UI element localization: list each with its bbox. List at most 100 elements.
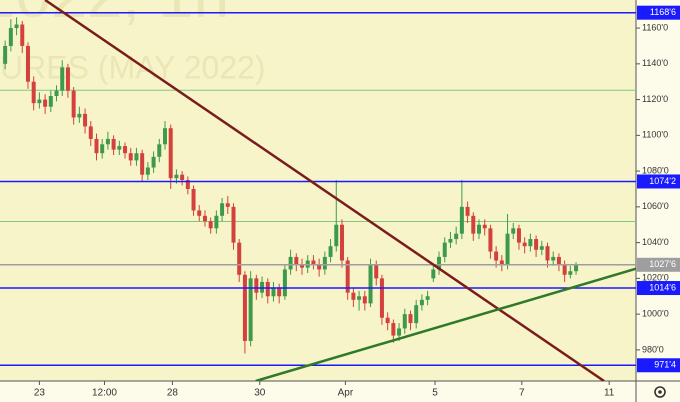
candle-body xyxy=(505,233,510,265)
candle-body xyxy=(265,281,270,297)
candle-body xyxy=(374,264,379,279)
candle-body xyxy=(454,233,459,240)
candle-body xyxy=(128,153,133,161)
plot-background xyxy=(0,0,636,381)
trend-line xyxy=(44,0,605,381)
x-tick-label: Apr xyxy=(338,388,354,399)
candle-body xyxy=(31,81,36,104)
candle-body xyxy=(482,224,487,229)
x-tick-label: 11 xyxy=(604,388,615,399)
candle-body xyxy=(225,203,230,207)
candle-body xyxy=(351,292,356,300)
y-tick-label: 1000'0 xyxy=(642,309,669,319)
candle-body xyxy=(516,228,521,243)
plot xyxy=(0,0,636,381)
candle-body xyxy=(476,224,481,234)
candle-body xyxy=(145,167,150,175)
candle-body xyxy=(379,278,384,318)
candle-body xyxy=(322,256,327,270)
candle-body xyxy=(8,28,13,46)
candle-body xyxy=(345,260,350,293)
candle-body xyxy=(60,67,65,91)
candle-body xyxy=(134,153,139,161)
candle-body xyxy=(408,314,413,324)
candle-body xyxy=(357,296,362,300)
candle-body xyxy=(311,260,316,265)
candle-body xyxy=(459,206,464,234)
candle-body xyxy=(419,299,424,306)
candle-body xyxy=(397,328,402,336)
candle-body xyxy=(180,174,185,181)
candle-body xyxy=(471,215,476,234)
y-tick-label: 980'0 xyxy=(642,344,664,354)
level-label: 1027'6 xyxy=(649,259,676,269)
y-tick-label: 1100'0 xyxy=(642,130,668,140)
x-tick-label: 7 xyxy=(519,388,525,399)
candle-body xyxy=(288,256,293,270)
candle-body xyxy=(220,203,225,216)
candle-body xyxy=(539,246,544,250)
candle-body xyxy=(208,221,213,229)
candle-body xyxy=(191,188,196,211)
candle-body xyxy=(71,90,76,118)
candle-body xyxy=(568,271,573,275)
candle-body xyxy=(43,99,48,107)
x-tick-label: 28 xyxy=(167,388,179,399)
candle-body xyxy=(151,156,156,168)
settings-icon[interactable] xyxy=(654,386,666,398)
candle-body xyxy=(214,215,219,229)
candle-body xyxy=(334,224,339,247)
candle-body xyxy=(328,246,333,257)
candle-body xyxy=(37,99,42,104)
price-axis xyxy=(636,0,680,402)
level-label-box xyxy=(637,358,680,373)
candle-body xyxy=(48,96,53,107)
candle-body xyxy=(488,228,493,252)
candle-body xyxy=(54,90,59,97)
candle-body xyxy=(162,128,167,145)
candle-body xyxy=(242,274,247,341)
candle-body xyxy=(105,138,110,145)
y-tick-label: 1040'0 xyxy=(642,237,669,247)
y-tick-label: 1080'0 xyxy=(642,165,669,175)
time-axis xyxy=(0,381,636,402)
y-tick-label: 1020'0 xyxy=(642,273,669,283)
candle-body xyxy=(522,242,527,247)
trend-line xyxy=(255,267,636,381)
candle-body xyxy=(248,278,253,341)
candle-body xyxy=(77,113,82,118)
candle-body xyxy=(431,269,436,279)
candle-body xyxy=(123,146,128,154)
candle-body xyxy=(528,239,533,247)
candle-body xyxy=(391,323,396,336)
candle-body xyxy=(414,305,419,324)
candle-body xyxy=(551,256,556,261)
candle-body xyxy=(185,180,190,189)
candle-body xyxy=(534,239,539,250)
candle-body xyxy=(294,256,299,265)
candle-body xyxy=(20,24,25,46)
watermark: 2022, 1h xyxy=(0,0,229,31)
watermark: URES (MAY 2022) xyxy=(0,49,266,85)
candle-body xyxy=(339,224,344,261)
level-label-box xyxy=(637,174,680,189)
candle-body xyxy=(88,126,93,139)
candle-body xyxy=(362,296,367,304)
candle-body xyxy=(499,260,504,265)
candle-body xyxy=(94,138,99,154)
candle-body xyxy=(25,45,30,82)
candle-body xyxy=(3,45,8,64)
y-tick-label: 1060'0 xyxy=(642,201,669,211)
candle-body xyxy=(157,144,162,157)
candle-body xyxy=(100,144,105,154)
candle-body xyxy=(574,264,579,272)
candle-body xyxy=(202,215,207,222)
candle-body xyxy=(437,256,442,270)
level-label: 971'4 xyxy=(654,360,676,370)
y-tick-label: 1140'0 xyxy=(642,58,668,68)
candle-body xyxy=(111,138,116,150)
level-label: 1014'6 xyxy=(649,282,676,292)
candle-body xyxy=(168,128,173,179)
candle-body xyxy=(494,251,499,261)
